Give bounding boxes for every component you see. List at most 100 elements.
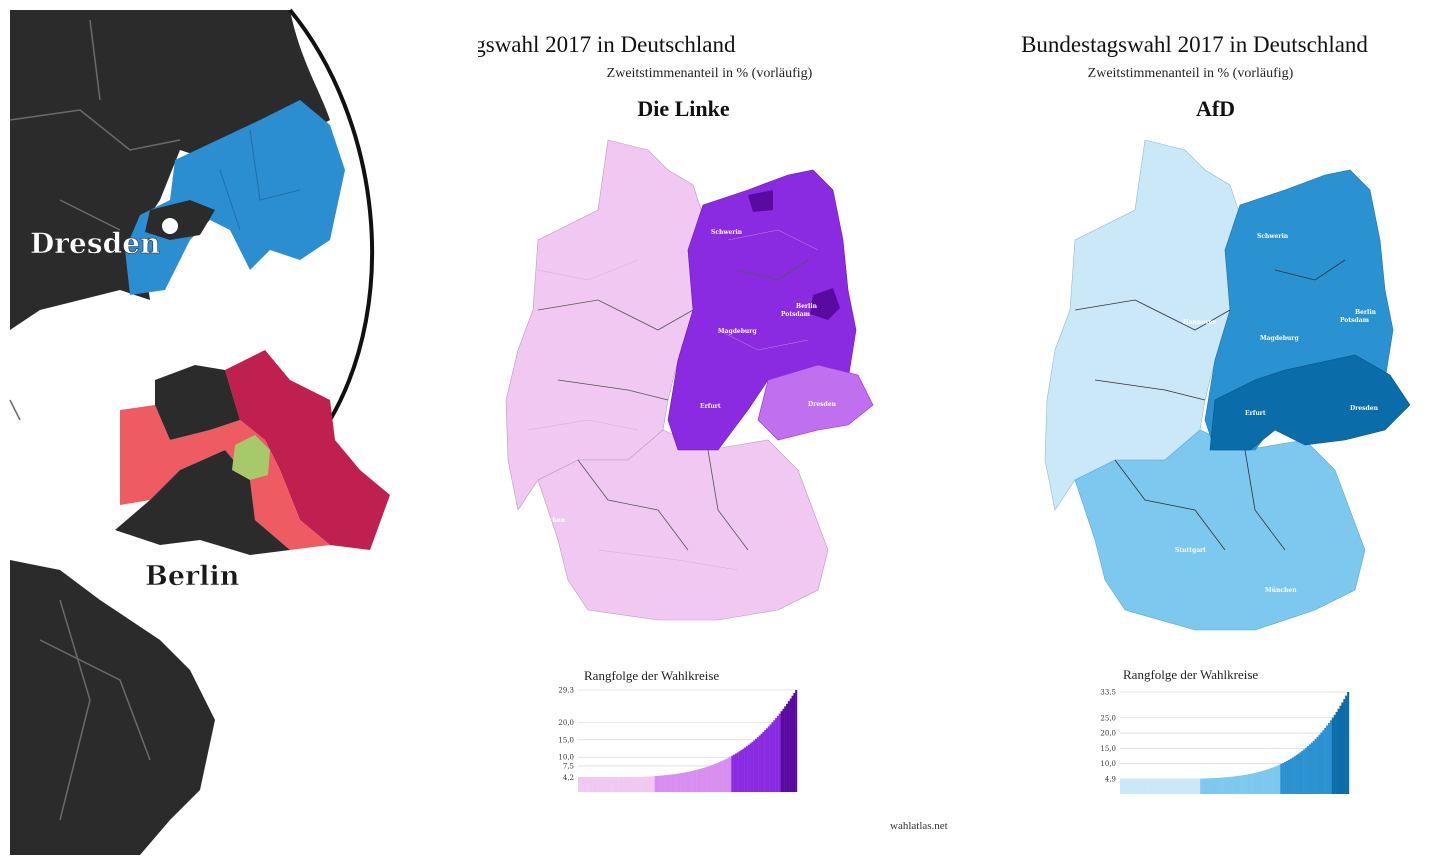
- ranking-bar: [1286, 760, 1289, 794]
- ranking-bar: [1224, 777, 1228, 794]
- ranking-bar: [1238, 775, 1241, 794]
- city-label-schwerin: Schwerin: [1257, 233, 1289, 240]
- region-south: [537, 429, 829, 621]
- ranking-bar: [588, 777, 591, 792]
- ranking-bar: [720, 761, 723, 792]
- ranking-bar: [585, 777, 588, 792]
- ranking-bar: [793, 692, 796, 792]
- region-berlin: [810, 288, 840, 320]
- ranking-bar: [764, 730, 767, 792]
- tick-label: 33,5: [1100, 689, 1116, 697]
- tick-label: 10,0: [558, 754, 574, 762]
- ranking-bar: [1289, 758, 1292, 794]
- ranking-bar: [1328, 722, 1331, 794]
- ranking-bar: [1123, 779, 1126, 794]
- ranking-bar: [771, 722, 774, 792]
- ranking-bar: [578, 777, 581, 792]
- ranking-bar: [718, 762, 721, 792]
- ranking-bar: [1335, 711, 1338, 794]
- ranking-bar: [724, 759, 727, 792]
- tick-label: 10,0: [1100, 760, 1116, 768]
- ranking-bar: [709, 765, 712, 792]
- ranking-bar: [1194, 778, 1197, 794]
- ranking-bar: [1125, 779, 1128, 794]
- ranking-bar: [694, 770, 697, 792]
- city-label-magdeburg: Magdeburg: [1260, 335, 1299, 342]
- page-title: Bundestagswahl 2017 in Deutschland: [1021, 32, 1368, 57]
- region-south: [1074, 429, 1366, 631]
- ranking-bar: [1228, 776, 1231, 794]
- ranking-bar: [1182, 778, 1186, 794]
- ranking-bar: [1135, 779, 1138, 794]
- ranking-bar: [787, 701, 790, 792]
- ranking-bar: [722, 760, 725, 792]
- ranking-bar: [1307, 746, 1310, 794]
- ranking-bar: [784, 706, 787, 792]
- ranking-bar: [1257, 772, 1260, 794]
- ranking-bar: [638, 776, 641, 792]
- ranking-bar: [1144, 779, 1147, 794]
- ranking-bar: [640, 776, 643, 792]
- ranking-bar: [665, 775, 668, 792]
- ranking-bar: [618, 777, 621, 792]
- ranking-bar: [1280, 763, 1283, 794]
- ranking-bar: [769, 724, 772, 792]
- ranking-bar: [1129, 779, 1132, 794]
- state-borders: [537, 259, 809, 551]
- ranking-bar: [614, 777, 617, 792]
- city-label-berlin: Berlin: [1355, 309, 1377, 316]
- ranking-bar: [1322, 730, 1325, 794]
- district-borders: [527, 229, 819, 571]
- ranking-bar: [729, 756, 732, 792]
- ranking-bar: [1261, 770, 1264, 794]
- panel-separator: [470, 0, 478, 864]
- ranking-bar: [1331, 717, 1334, 794]
- tick-label: 4,2: [563, 774, 574, 782]
- ranking-bar: [1171, 779, 1174, 794]
- ranking-bar: [1131, 779, 1134, 794]
- region-saxony: [757, 364, 874, 441]
- ranking-bar: [776, 715, 779, 792]
- ranking-bar: [1230, 776, 1233, 794]
- ranking-bar: [1158, 779, 1161, 794]
- tick-label: 7,5: [563, 762, 574, 770]
- ranking-bar: [1270, 767, 1273, 794]
- party-name: Die Linke: [637, 96, 730, 121]
- ranking-bar: [1312, 740, 1315, 794]
- ranking-bar: [1142, 779, 1146, 794]
- ranking-bar: [1251, 773, 1254, 794]
- ranking-bar: [1347, 692, 1350, 794]
- city-label-berlin: Berlin: [796, 303, 818, 310]
- ranking-bar: [747, 744, 750, 792]
- ranking-bar: [1219, 777, 1222, 794]
- ranking-bar: [742, 748, 745, 792]
- ranking-bar: [1284, 761, 1287, 794]
- ranking-bar: [1163, 779, 1166, 794]
- ranking-bar: [733, 754, 736, 792]
- ranking-bar: [707, 766, 710, 792]
- ranking-bar: [1278, 764, 1281, 794]
- ranking-bar: [1333, 714, 1336, 794]
- ranking-bar: [592, 777, 595, 792]
- ranking-bar: [716, 762, 719, 792]
- city-label-dresden: Dresden: [1350, 405, 1379, 412]
- ranking-bar: [1249, 773, 1252, 794]
- source-credit: wahlatlas.net: [890, 820, 948, 832]
- ranking-bar: [601, 777, 604, 792]
- zoom-map: Dresden Berlin: [9, 8, 390, 855]
- ranking-bar: [1179, 778, 1182, 794]
- ranking-bar: [645, 776, 648, 792]
- ranking-title: Rangfolge der Wahlkreise: [584, 668, 720, 683]
- ranking-bar: [749, 743, 752, 792]
- ranking-bar: [590, 777, 593, 792]
- city-label-muenchen: München: [1265, 587, 1297, 594]
- ranking-bar: [1234, 776, 1237, 794]
- ranking-bar: [689, 771, 692, 792]
- ranking-bar: [738, 751, 741, 792]
- ranking-bar: [1221, 777, 1224, 794]
- ranking-bar: [658, 775, 661, 792]
- ranking-bar: [627, 777, 630, 792]
- ranking-bar: [795, 690, 798, 792]
- city-label-erfurt: Erfurt: [700, 403, 721, 410]
- ranking-bar: [1329, 720, 1333, 794]
